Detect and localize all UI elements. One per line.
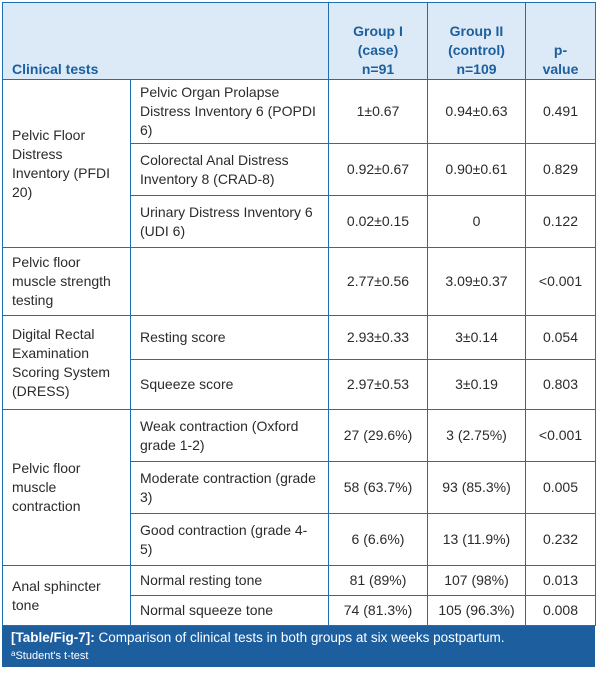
cell-group2: 3±0.19 — [427, 359, 526, 410]
cell-pvalue: 0.054 — [525, 315, 596, 360]
caption-footnote: aStudent's t-test — [11, 647, 586, 663]
sub-label: Normal resting tone — [130, 565, 329, 596]
row-label-dress: Digital Rectal Examination Scoring Syste… — [2, 315, 131, 410]
cell-group2: 107 (98%) — [427, 565, 526, 596]
cell-group1: 81 (89%) — [328, 565, 428, 596]
cell-pvalue: 0.829 — [525, 143, 596, 196]
table-row: Colorectal Anal Distress Inventory 8 (CR… — [3, 143, 596, 196]
row-label-anal: Anal sphincter tone — [2, 565, 131, 626]
cell-group1: 0.02±0.15 — [328, 195, 428, 248]
cell-group1: 2.93±0.33 — [328, 315, 428, 360]
caption-text: Comparison of clinical tests in both gro… — [98, 630, 505, 645]
table-row: Pelvic floor muscle contraction Weak con… — [2, 409, 596, 566]
sub-label: Resting score — [130, 315, 329, 360]
table-caption: [Table/Fig-7]: Comparison of clinical te… — [2, 626, 595, 667]
sub-label — [130, 247, 329, 316]
sub-label: Weak contraction (Oxford grade 1-2) — [130, 409, 329, 462]
cell-pvalue: <0.001 — [525, 409, 596, 462]
cell-group1: 1±0.67 — [328, 79, 428, 144]
table-row: Normal squeeze tone 74 (81.3%) 105 (96.3… — [3, 595, 596, 626]
row-label-pfdi: Pelvic Floor Distress Inventory (PFDI 20… — [2, 79, 131, 248]
table-row: Digital Rectal Examination Scoring Syste… — [2, 315, 596, 410]
table-row: Urinary Distress Inventory 6 (UDI 6) 0.0… — [3, 195, 596, 248]
cell-group1: 74 (81.3%) — [328, 595, 428, 626]
table-row: Good contraction (grade 4-5) 6 (6.6%) 13… — [3, 513, 596, 566]
cell-group2: 0.94±0.63 — [427, 79, 526, 144]
table-row: Pelvic Floor Distress Inventory (PFDI 20… — [2, 79, 596, 248]
cell-pvalue: 0.232 — [525, 513, 596, 566]
cell-pvalue: 0.122 — [525, 195, 596, 248]
cell-group2: 3±0.14 — [427, 315, 526, 360]
cell-group1: 2.77±0.56 — [328, 247, 428, 316]
cell-group1: 6 (6.6%) — [328, 513, 428, 566]
header-pvalue: p-value — [525, 2, 596, 80]
cell-pvalue: 0.008 — [525, 595, 596, 626]
row-label-strength: Pelvic floor muscle strength testing — [2, 247, 131, 316]
header-group1: Group I (case) n=91 — [328, 2, 428, 80]
sub-label: Squeeze score — [130, 359, 329, 410]
caption-line: [Table/Fig-7]: Comparison of clinical te… — [11, 629, 586, 647]
cell-group2: 0.90±0.61 — [427, 143, 526, 196]
cell-pvalue: 0.005 — [525, 461, 596, 514]
header-group2: Group II (control) n=109 — [427, 2, 526, 80]
table-row: Moderate contraction (grade 3) 58 (63.7%… — [3, 461, 596, 514]
sub-label: Moderate contraction (grade 3) — [130, 461, 329, 514]
table-row: Pelvic floor muscle strength testing 2.7… — [2, 247, 596, 316]
header-row: Clinical tests Group I (case) n=91 Group I… — [2, 2, 596, 80]
cell-group2: 93 (85.3%) — [427, 461, 526, 514]
row-label-contraction: Pelvic floor muscle contraction — [2, 409, 131, 566]
table-row: Anal sphincter tone Normal resting tone … — [2, 565, 596, 626]
cell-group1: 2.97±0.53 — [328, 359, 428, 410]
cell-group1: 0.92±0.67 — [328, 143, 428, 196]
sub-label: Normal squeeze tone — [130, 595, 329, 626]
sub-label: Colorectal Anal Distress Inventory 8 (CR… — [130, 143, 329, 196]
cell-pvalue: <0.001 — [525, 247, 596, 316]
caption-tag: [Table/Fig-7]: — [11, 630, 95, 645]
cell-group1: 58 (63.7%) — [328, 461, 428, 514]
sub-label: Good contraction (grade 4-5) — [130, 513, 329, 566]
cell-pvalue: 0.803 — [525, 359, 596, 410]
clinical-tests-table: Clinical tests Group I (case) n=91 Group I… — [2, 2, 596, 626]
cell-pvalue: 0.491 — [525, 79, 596, 144]
cell-group2: 3.09±0.37 — [427, 247, 526, 316]
table-row: Squeeze score 2.97±0.53 3±0.19 0.803 — [3, 359, 596, 410]
cell-pvalue: 0.013 — [525, 565, 596, 596]
header-clinical-tests: Clinical tests — [2, 2, 329, 80]
cell-group2: 0 — [427, 195, 526, 248]
footnote-mark: a — [11, 649, 16, 658]
cell-group1: 27 (29.6%) — [328, 409, 428, 462]
sub-label: Pelvic Organ Prolapse Distress Inventory… — [130, 79, 329, 144]
cell-group2: 105 (96.3%) — [427, 595, 526, 626]
cell-group2: 3 (2.75%) — [427, 409, 526, 462]
footnote-text: Student's t-test — [15, 650, 89, 662]
sub-label: Urinary Distress Inventory 6 (UDI 6) — [130, 195, 329, 248]
cell-group2: 13 (11.9%) — [427, 513, 526, 566]
